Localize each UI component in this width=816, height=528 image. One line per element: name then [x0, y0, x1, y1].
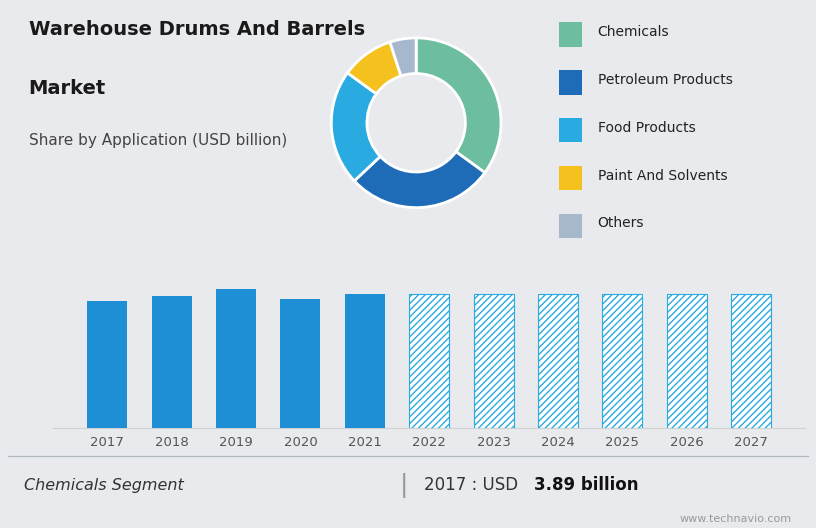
Text: Warehouse Drums And Barrels: Warehouse Drums And Barrels — [29, 20, 365, 39]
Text: www.technavio.com: www.technavio.com — [680, 514, 792, 524]
Wedge shape — [416, 38, 501, 173]
FancyBboxPatch shape — [559, 214, 582, 238]
Bar — [87, 301, 127, 428]
Bar — [667, 295, 707, 428]
Wedge shape — [390, 38, 416, 76]
Text: Petroleum Products: Petroleum Products — [597, 73, 733, 87]
FancyBboxPatch shape — [559, 70, 582, 95]
Bar — [345, 295, 385, 428]
Bar — [602, 295, 642, 428]
Bar — [410, 295, 449, 428]
Bar — [281, 299, 321, 428]
Bar — [152, 296, 192, 428]
Wedge shape — [354, 152, 485, 208]
Bar — [731, 295, 771, 428]
Text: 2017 : USD: 2017 : USD — [424, 476, 524, 494]
Wedge shape — [331, 73, 380, 181]
Text: 3.89 billion: 3.89 billion — [534, 476, 639, 494]
Text: Share by Application (USD billion): Share by Application (USD billion) — [29, 133, 286, 148]
Bar — [216, 289, 256, 428]
Text: Chemicals Segment: Chemicals Segment — [24, 478, 184, 493]
Text: Chemicals: Chemicals — [597, 25, 669, 39]
Text: Food Products: Food Products — [597, 121, 695, 135]
Text: Paint And Solvents: Paint And Solvents — [597, 168, 727, 183]
FancyBboxPatch shape — [559, 22, 582, 46]
FancyBboxPatch shape — [559, 166, 582, 190]
Bar — [538, 295, 578, 428]
Text: |: | — [400, 473, 408, 498]
Bar — [473, 295, 513, 428]
Wedge shape — [348, 42, 401, 94]
Text: Market: Market — [29, 79, 106, 98]
FancyBboxPatch shape — [559, 118, 582, 143]
Text: Others: Others — [597, 216, 644, 230]
